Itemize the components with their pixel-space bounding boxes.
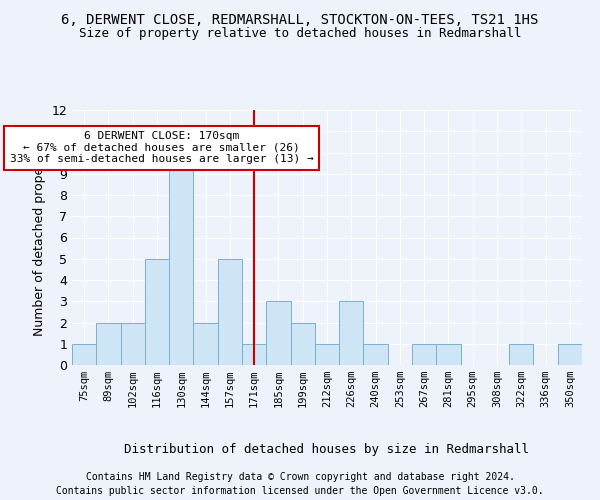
Text: Contains public sector information licensed under the Open Government Licence v3: Contains public sector information licen…: [56, 486, 544, 496]
Bar: [509, 344, 533, 365]
Bar: [558, 344, 582, 365]
Bar: [121, 322, 145, 365]
Bar: [96, 322, 121, 365]
Bar: [218, 259, 242, 365]
Bar: [193, 322, 218, 365]
Bar: [436, 344, 461, 365]
Bar: [290, 322, 315, 365]
Y-axis label: Number of detached properties: Number of detached properties: [33, 139, 46, 336]
Bar: [364, 344, 388, 365]
Bar: [72, 344, 96, 365]
Bar: [242, 344, 266, 365]
Text: Size of property relative to detached houses in Redmarshall: Size of property relative to detached ho…: [79, 28, 521, 40]
Text: Distribution of detached houses by size in Redmarshall: Distribution of detached houses by size …: [125, 442, 530, 456]
Bar: [339, 301, 364, 365]
Bar: [145, 259, 169, 365]
Bar: [266, 301, 290, 365]
Bar: [315, 344, 339, 365]
Bar: [412, 344, 436, 365]
Text: Contains HM Land Registry data © Crown copyright and database right 2024.: Contains HM Land Registry data © Crown c…: [86, 472, 514, 482]
Text: 6 DERWENT CLOSE: 170sqm
← 67% of detached houses are smaller (26)
33% of semi-de: 6 DERWENT CLOSE: 170sqm ← 67% of detache…: [10, 131, 314, 164]
Text: 6, DERWENT CLOSE, REDMARSHALL, STOCKTON-ON-TEES, TS21 1HS: 6, DERWENT CLOSE, REDMARSHALL, STOCKTON-…: [61, 12, 539, 26]
Bar: [169, 152, 193, 365]
